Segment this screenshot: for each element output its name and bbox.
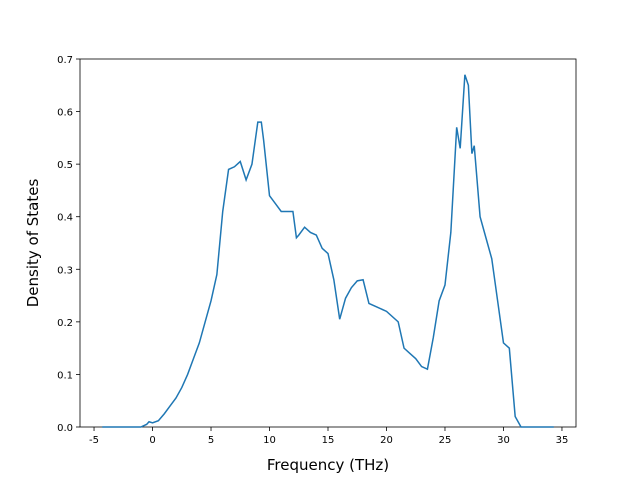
y-tick-label: 0.3 bbox=[57, 265, 73, 276]
x-axis-label: Frequency (THz) bbox=[267, 456, 389, 474]
x-tick-label: 30 bbox=[497, 435, 510, 446]
y-tick-label: 0.1 bbox=[57, 370, 73, 381]
x-tick-label: -5 bbox=[89, 435, 99, 446]
y-tick-label: 0.6 bbox=[57, 108, 73, 119]
y-tick-label: 0.0 bbox=[57, 423, 73, 434]
x-tick-label: 35 bbox=[556, 435, 569, 446]
y-tick-label: 0.2 bbox=[57, 318, 73, 329]
plot-frame bbox=[79, 58, 577, 428]
dos-line bbox=[102, 74, 554, 428]
y-tick-label: 0.4 bbox=[57, 213, 73, 224]
x-tick-label: 0 bbox=[149, 435, 155, 446]
y-tick-label: 0.5 bbox=[57, 160, 73, 171]
y-tick-label: 0.7 bbox=[57, 55, 73, 66]
x-tick-label: 5 bbox=[208, 435, 214, 446]
y-axis-label: Density of States bbox=[24, 179, 42, 308]
x-tick-label: 15 bbox=[322, 435, 335, 446]
x-tick-label: 10 bbox=[263, 435, 276, 446]
x-tick-label: 25 bbox=[439, 435, 452, 446]
x-tick-label: 20 bbox=[380, 435, 393, 446]
